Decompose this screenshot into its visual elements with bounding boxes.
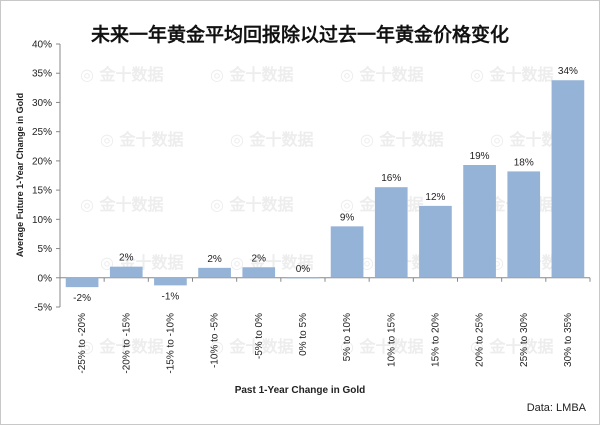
watermark-text: ◎ 金十数据	[230, 130, 314, 149]
bar	[109, 266, 143, 278]
watermark-text: ◎ 金十数据	[230, 253, 314, 272]
watermark-text: ◎ 金十数据	[360, 130, 444, 149]
data-label: 2%	[207, 254, 222, 265]
bar	[65, 277, 99, 288]
x-tick-label: -10% to -5%	[210, 313, 221, 368]
x-tick-label: 15% to 20%	[430, 313, 441, 367]
watermark-text: ◎ 金十数据	[80, 337, 164, 356]
data-label: 34%	[558, 66, 578, 77]
data-label: 18%	[514, 157, 534, 168]
bar	[551, 80, 585, 278]
bar	[374, 187, 408, 278]
bar	[419, 205, 452, 278]
bar	[154, 277, 187, 286]
data-label: -2%	[73, 293, 91, 304]
data-label: 19%	[470, 151, 490, 162]
y-tick-label: -5%	[34, 303, 52, 314]
data-label: -1%	[162, 291, 180, 302]
x-tick-label: 10% to 15%	[386, 313, 397, 367]
x-tick-label: 25% to 30%	[519, 313, 530, 367]
watermark-layer: ◎ 金十数据 ◎ 金十数据 ◎ 金十数据 ◎ 金十数据 ◎ 金十数据 ◎ 金十数据 ◎ 金十…	[80, 65, 574, 356]
bars	[65, 80, 585, 288]
bar	[507, 171, 541, 278]
x-tick-label: 20% to 25%	[475, 313, 486, 367]
y-tick-label: 30%	[32, 98, 52, 109]
bar	[198, 267, 231, 278]
watermark-text: ◎ 金十数据	[340, 337, 424, 356]
watermark-text: ◎ 金十数据	[80, 195, 164, 214]
watermark-text: ◎ 金十数据	[470, 337, 554, 356]
watermark-text: ◎ 金十数据	[210, 195, 294, 214]
bar	[242, 267, 276, 278]
bar	[463, 164, 496, 278]
y-tick-label: 40%	[32, 40, 52, 51]
data-label: 2%	[119, 253, 134, 264]
y-tick-label: 0%	[38, 273, 53, 284]
y-tick-label: 25%	[32, 127, 52, 138]
chart-title: 未来一年黄金平均回报除以过去一年黄金价格变化	[90, 24, 509, 46]
watermark-text: ◎ 金十数据	[80, 65, 164, 84]
bar	[286, 277, 320, 279]
y-tick-label: 10%	[32, 215, 52, 226]
y-tick-label: 15%	[32, 186, 52, 197]
x-tick-label: 30% to 35%	[563, 313, 574, 367]
x-axis-label: Past 1-Year Change in Gold	[234, 385, 366, 396]
data-label: 0%	[296, 264, 311, 275]
data-label: 16%	[381, 173, 401, 184]
watermark-text: ◎ 金十数据	[100, 130, 184, 149]
data-label: 2%	[252, 253, 267, 264]
y-tick-label: 5%	[38, 244, 53, 255]
x-tick-label: -20% to -15%	[121, 313, 132, 374]
data-label: 9%	[340, 212, 355, 223]
x-tick-label: 0% to 5%	[298, 313, 309, 356]
data-label: 12%	[425, 192, 445, 203]
watermark-text: ◎ 金十数据	[210, 65, 294, 84]
watermark-text: ◎ 金十数据	[340, 65, 424, 84]
bar	[330, 226, 364, 278]
watermark-text: ◎ 金十数据	[210, 337, 294, 356]
x-tick-label: -5% to 0%	[254, 313, 265, 359]
data-labels: -2% 2% -1% 2% 2% 0% 9% 16% 12% 19% 18% 34%	[73, 66, 578, 304]
x-tick-label: -25% to -20%	[77, 313, 88, 374]
source-note: Data: LMBA	[526, 402, 586, 414]
axes: -5% 0% 5% 10% 15% 20% 25% 30% 35% 40% -25% to -20%…	[32, 40, 591, 374]
y-tick-label: 35%	[32, 69, 52, 80]
y-tick-label: 20%	[32, 156, 52, 167]
watermark-text: ◎ 金十数据	[470, 65, 554, 84]
x-tick-label: -15% to -10%	[165, 313, 176, 374]
x-tick-label: 5% to 10%	[342, 313, 353, 361]
